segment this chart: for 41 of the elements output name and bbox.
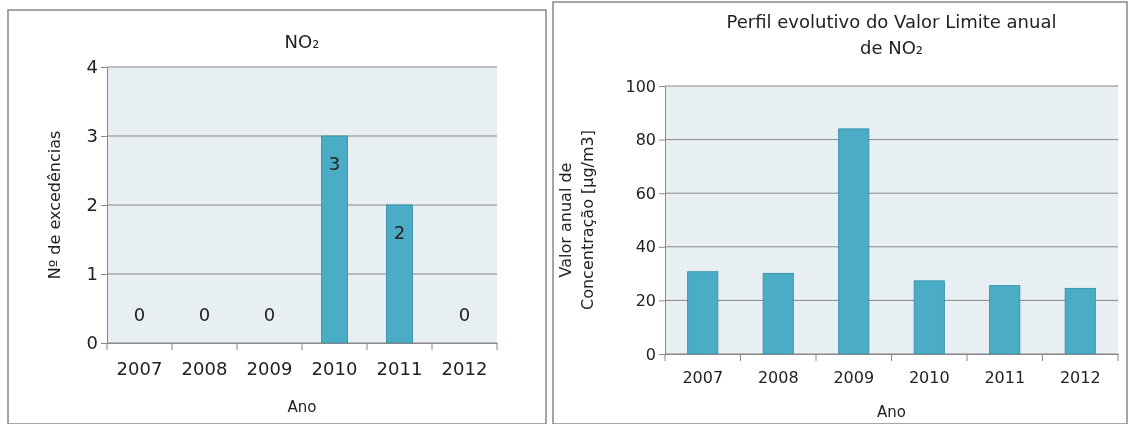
bar [989, 285, 1021, 355]
chart-title: Perfil evolutivo do Valor Limite anual de NO₂ [726, 11, 1057, 58]
data-label: 0 [263, 304, 276, 326]
data-label: 2 [393, 222, 406, 244]
x-tick-label: 2011 [984, 367, 1026, 387]
x-tick-label: 2007 [682, 367, 724, 387]
x-tick-label: 2009 [833, 367, 875, 387]
bar [762, 272, 794, 355]
x-tick-label: 2009 [246, 357, 293, 379]
y-tick-label: 0 [645, 344, 656, 364]
y-tick-label: 80 [635, 130, 656, 150]
bar [1064, 287, 1096, 355]
y-tick-label: 40 [635, 237, 656, 257]
y-axis-title: Nº de excedências [45, 130, 64, 280]
x-tick-label: 2008 [757, 367, 799, 387]
data-label: 0 [198, 304, 211, 326]
x-axis-title: Ano [877, 403, 906, 421]
x-tick-label: 2010 [311, 357, 358, 379]
y-axis-title: Valor anual de Concentração [µg/m3] [556, 130, 597, 310]
bar [687, 271, 719, 355]
y-tick-label: 4 [86, 56, 98, 78]
y-tick-label: 20 [635, 291, 656, 311]
data-label: 0 [458, 304, 471, 326]
y-tick-label: 0 [86, 332, 98, 354]
y-tick-label: 2 [86, 194, 98, 216]
x-tick-label: 2008 [181, 357, 228, 379]
x-tick-label: 2010 [908, 367, 950, 387]
y-tick-label: 60 [635, 183, 656, 203]
chart-title: NO₂ [284, 31, 320, 52]
x-tick-label: 2011 [376, 357, 423, 379]
x-tick-label: 2012 [1059, 367, 1101, 387]
y-tick-label: 3 [86, 125, 98, 147]
data-label: 0 [133, 304, 146, 326]
bar [838, 128, 870, 355]
data-label: 3 [328, 153, 341, 175]
x-axis-title: Ano [287, 398, 317, 416]
x-tick-label: 2007 [116, 357, 163, 379]
bar [913, 280, 945, 355]
y-tick-label: 100 [625, 76, 656, 96]
y-tick-label: 1 [86, 263, 98, 285]
x-tick-label: 2012 [441, 357, 488, 379]
